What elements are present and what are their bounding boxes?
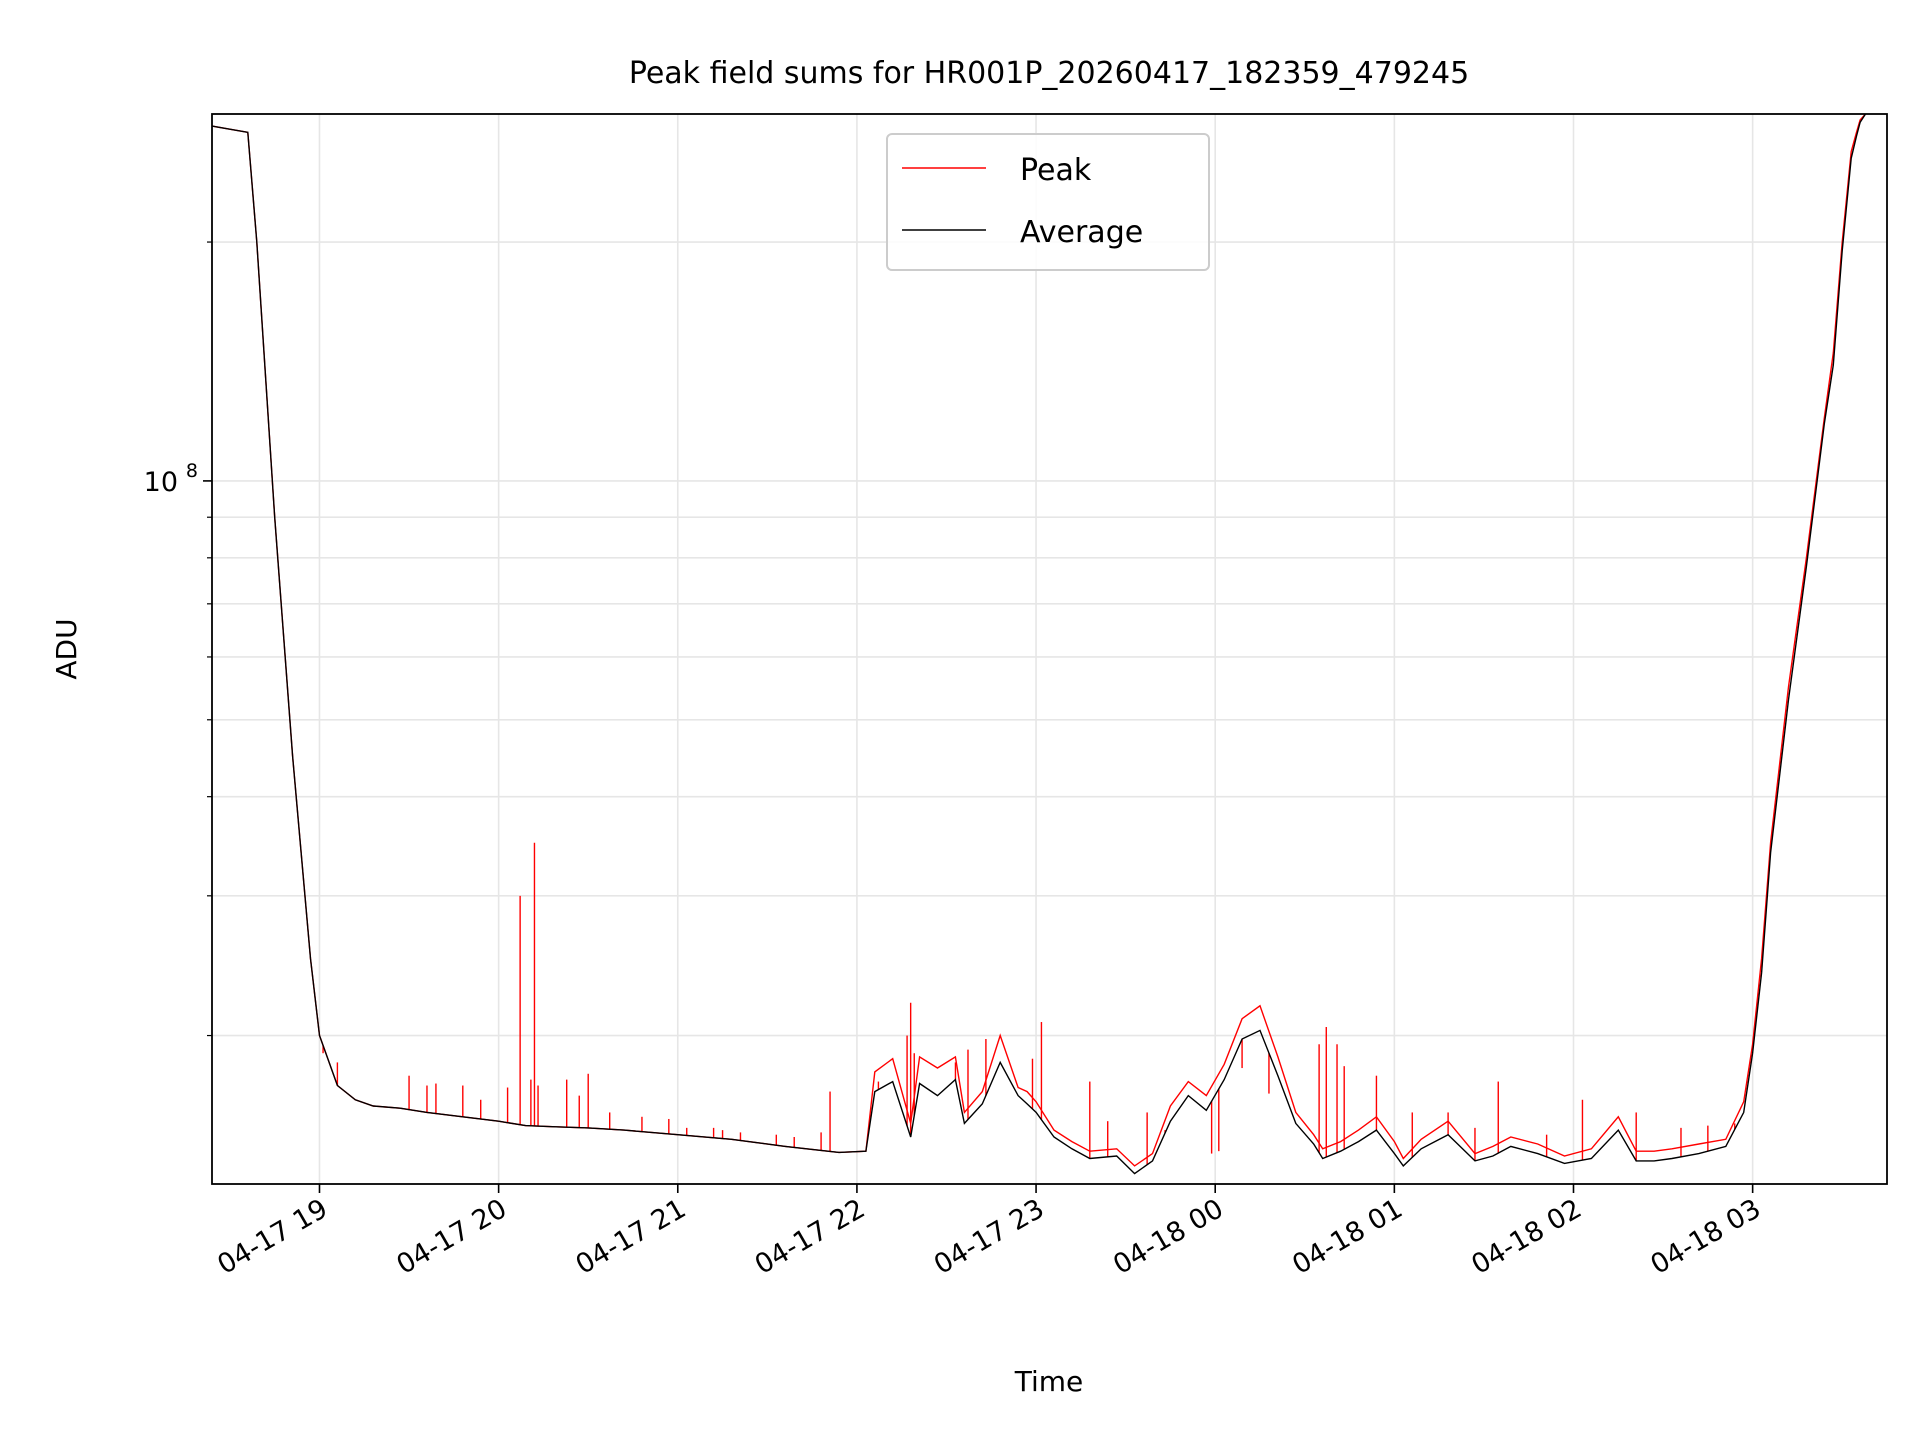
legend: Peak Average <box>886 133 1210 271</box>
y-tick-label-base: 10 <box>144 467 178 498</box>
chart-title: Peak field sums for HR001P_20260417_1823… <box>629 56 1469 91</box>
legend-peak-label: Peak <box>1020 153 1092 188</box>
y-tick-label-exponent: 8 <box>186 460 198 482</box>
plot-area-background <box>212 114 1887 1184</box>
x-axis-label: Time <box>1014 1365 1084 1398</box>
series-layer <box>212 114 1867 1175</box>
y-axis-label: ADU <box>50 618 83 679</box>
average-series-line <box>212 114 1867 1175</box>
grid-layer <box>212 114 1887 1184</box>
legend-average-label: Average <box>1020 215 1143 250</box>
plot-frame <box>211 113 1888 1185</box>
